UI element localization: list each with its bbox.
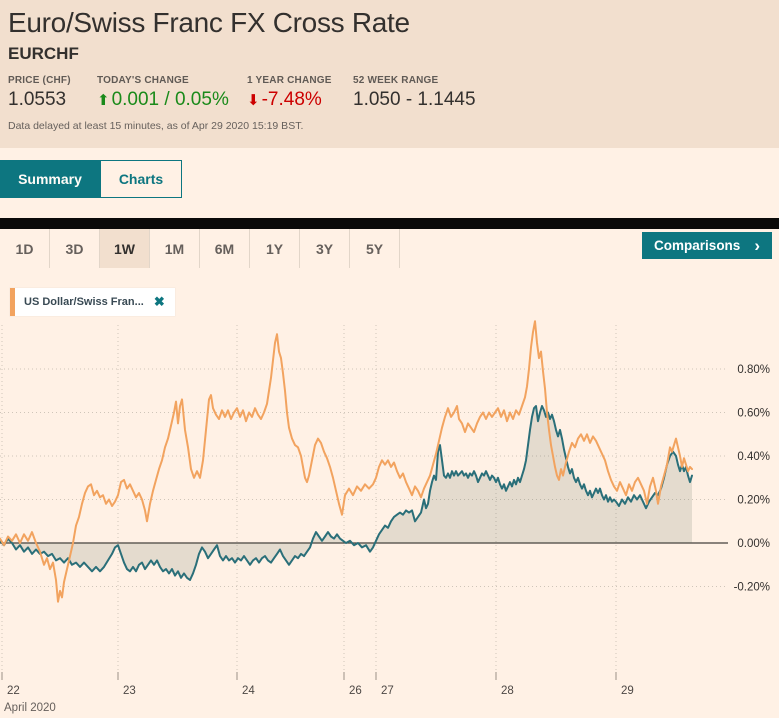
- stat-52-week-range: 52 WEEK RANGE 1.050 - 1.1445: [353, 75, 476, 111]
- stat-1-year-change: 1 YEAR CHANGE ⬇ -7.48%: [247, 75, 353, 111]
- range-button-3y[interactable]: 3Y: [300, 229, 350, 268]
- chart-canvas[interactable]: 22 23 24 26 27 28 29 0.80% 0.60% 0.40% 0.20% 0.00% -…: [0, 270, 779, 718]
- y-tick-label: 0.40%: [737, 451, 770, 463]
- range-button-1d[interactable]: 1D: [0, 229, 50, 268]
- stat-price: PRICE (CHF) 1.0553: [8, 75, 97, 111]
- stat-value: ⬆ 0.001 / 0.05%: [97, 89, 229, 110]
- tab-summary[interactable]: Summary: [0, 160, 100, 198]
- range-button-1y[interactable]: 1Y: [250, 229, 300, 268]
- down-arrow-icon: ⬇: [247, 92, 260, 109]
- up-arrow-icon: ⬆: [97, 92, 110, 109]
- eurchf-series-line: [0, 405, 693, 581]
- range-button-1w[interactable]: 1W: [100, 229, 150, 268]
- summary-charts-tabs: Summary Charts: [0, 160, 779, 198]
- tab-charts[interactable]: Charts: [100, 160, 182, 198]
- x-tick-label: 24: [242, 685, 255, 697]
- stat-value: 1.050 - 1.1445: [353, 89, 476, 110]
- section-divider-bar: [0, 218, 779, 229]
- y-tick-label: 0.20%: [737, 495, 770, 507]
- stats-row: PRICE (CHF) 1.0553 TODAY'S CHANGE ⬆ 0.001…: [8, 75, 771, 111]
- stat-todays-change: TODAY'S CHANGE ⬆ 0.001 / 0.05%: [97, 75, 247, 111]
- y-tick-label: -0.20%: [734, 582, 770, 594]
- stat-label: PRICE (CHF): [8, 75, 71, 86]
- instrument-header: Euro/Swiss Franc FX Cross Rate EURCHF PR…: [0, 0, 779, 148]
- comparison-legend-chip[interactable]: US Dollar/Swiss Fran... ✖: [10, 288, 175, 316]
- eurchf-area-fill: [0, 406, 692, 580]
- range-button-6m[interactable]: 6M: [200, 229, 250, 268]
- y-tick-label: 0.00%: [737, 538, 770, 550]
- x-tick-label: 27: [381, 685, 394, 697]
- x-tick-label: 29: [621, 685, 634, 697]
- x-tick-label: 28: [501, 685, 514, 697]
- stat-value: 1.0553: [8, 89, 67, 110]
- y-tick-label: 0.80%: [737, 364, 770, 376]
- chart-area: 22 23 24 26 27 28 29 0.80% 0.60% 0.40% 0.20% 0.00% -…: [0, 270, 779, 718]
- instrument-symbol: EURCHF: [8, 44, 79, 63]
- stat-value: ⬇ -7.48%: [247, 89, 322, 110]
- x-tick-label: 22: [7, 685, 20, 697]
- stat-label: 52 WEEK RANGE: [353, 75, 439, 86]
- page-title: Euro/Swiss Franc FX Cross Rate: [8, 7, 410, 38]
- chevron-right-icon: ›: [754, 236, 760, 255]
- legend-label: US Dollar/Swiss Fran...: [24, 296, 144, 308]
- stat-label: TODAY'S CHANGE: [97, 75, 189, 86]
- usdchf-series-line: [0, 320, 693, 603]
- comparisons-button[interactable]: Comparisons ›: [642, 232, 772, 259]
- y-tick-label: 0.60%: [737, 408, 770, 420]
- close-icon[interactable]: ✖: [153, 294, 165, 309]
- data-delay-note: Data delayed at least 15 minutes, as of …: [8, 120, 304, 132]
- x-tick-label: 23: [123, 685, 136, 697]
- x-tick-label: 26: [349, 685, 362, 697]
- stat-label: 1 YEAR CHANGE: [247, 75, 332, 86]
- time-range-selector: 1D 3D 1W 1M 6M 1Y 3Y 5Y: [0, 229, 779, 268]
- range-button-3d[interactable]: 3D: [50, 229, 100, 268]
- range-button-5y[interactable]: 5Y: [350, 229, 400, 268]
- chart-toolbar: 1D 3D 1W 1M 6M 1Y 3Y 5Y Comparisons ›: [0, 229, 779, 268]
- x-axis-month-label: April 2020: [4, 702, 56, 714]
- comparisons-label: Comparisons: [654, 238, 741, 253]
- range-button-1m[interactable]: 1M: [150, 229, 200, 268]
